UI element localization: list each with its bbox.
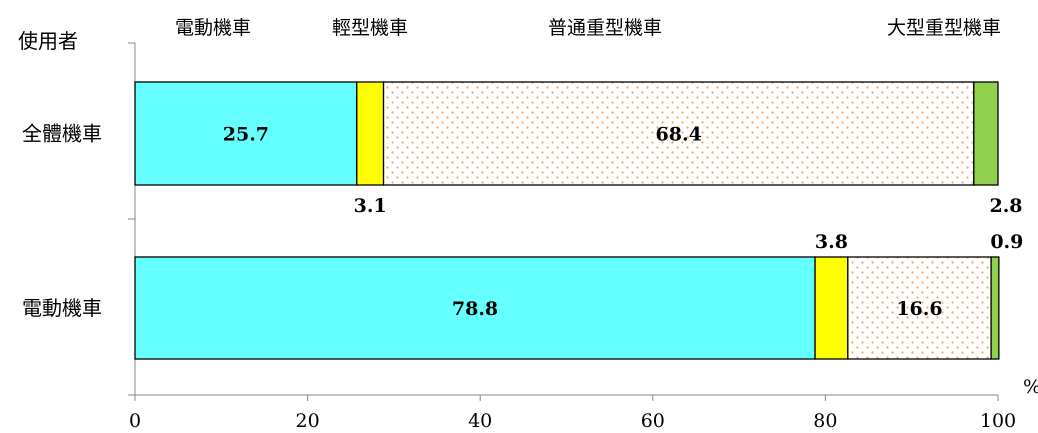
bar-segment <box>814 256 849 360</box>
category-label: 全體機車 <box>22 122 102 146</box>
value-label: 16.6 <box>896 298 942 320</box>
category-label: 電動機車 <box>22 296 102 320</box>
x-tick-label: 20 <box>296 410 320 432</box>
x-axis-unit: % <box>1023 376 1038 398</box>
series-header: 輕型機車 <box>332 17 408 39</box>
bar-segment <box>356 81 385 186</box>
x-tick-label: 0 <box>129 410 141 432</box>
bar-segment <box>990 256 1000 360</box>
bar-segment <box>134 256 816 360</box>
x-tick-label: 40 <box>468 410 492 432</box>
series-header: 普通重型機車 <box>548 17 662 39</box>
value-label: 25.7 <box>223 124 269 146</box>
value-label: 3.1 <box>354 195 387 217</box>
x-tick-label: 100 <box>980 410 1016 432</box>
value-label: 68.4 <box>656 124 702 146</box>
series-headers: 電動機車 輕型機車 普通重型機車 大型重型機車 <box>175 17 1001 39</box>
axes: 0 20 40 60 80 100 <box>128 42 1016 432</box>
value-label: 3.8 <box>815 231 848 253</box>
bar-segment <box>973 81 999 186</box>
value-labels: 25.7 3.1 68.4 2.8 78.8 3.8 16.6 0.9 <box>223 124 1024 321</box>
series-header: 電動機車 <box>175 17 251 39</box>
value-label: 0.9 <box>990 231 1023 253</box>
x-tick-label: 60 <box>641 410 665 432</box>
bars <box>134 81 1000 360</box>
value-label: 2.8 <box>989 195 1022 217</box>
series-header: 大型重型機車 <box>887 17 1001 39</box>
y-axis-title: 使用者 <box>18 29 78 53</box>
x-tick-label: 80 <box>813 410 837 432</box>
bar-segment <box>382 81 975 186</box>
value-label: 78.8 <box>452 298 498 320</box>
